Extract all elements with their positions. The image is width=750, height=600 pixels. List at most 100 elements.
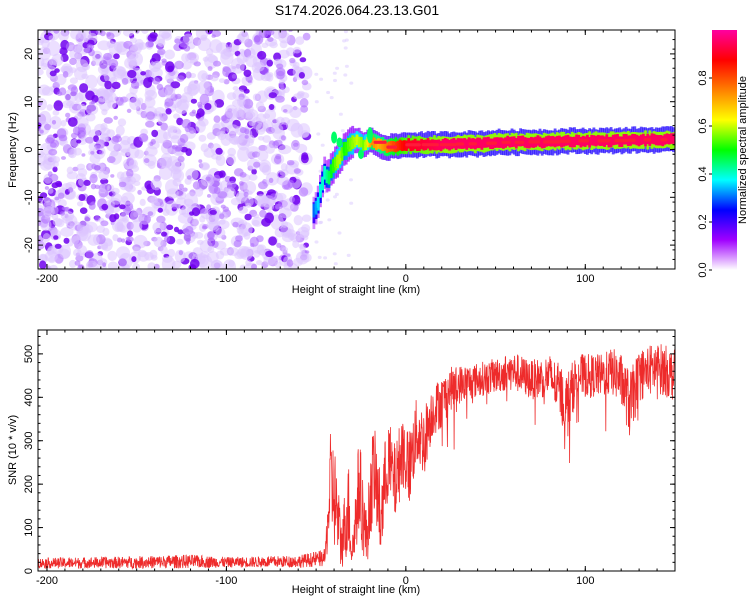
noise-blob — [280, 117, 291, 125]
noise-blob — [76, 201, 84, 207]
ridge-spike — [357, 149, 364, 160]
noise-blob — [257, 50, 267, 60]
noise-blob — [164, 235, 170, 243]
noise-blob — [54, 243, 62, 249]
noise-blob — [147, 211, 154, 217]
noise-blob — [139, 198, 146, 206]
ridge-band — [478, 141, 482, 147]
spectrogram-y-ticks: -20 -10 0 10 20 — [23, 29, 675, 270]
noise-blob — [333, 78, 337, 83]
ridge-band — [336, 158, 339, 167]
ridge-band — [359, 139, 363, 146]
ridge-band — [611, 138, 615, 145]
noise-blob — [83, 179, 91, 186]
noise-blob — [116, 171, 125, 180]
noise-blob — [177, 212, 192, 224]
noise-blob — [113, 115, 118, 120]
ridge-band — [347, 141, 350, 150]
noise-blob — [220, 49, 231, 60]
noise-blob — [226, 124, 240, 135]
noise-blob — [93, 162, 106, 174]
ridge-band — [334, 159, 337, 168]
ridge-band — [480, 141, 484, 147]
noise-blob — [104, 80, 112, 90]
noise-blob — [175, 93, 182, 100]
noise-blob — [298, 72, 305, 79]
ridge-band — [637, 138, 641, 145]
noise-blob — [72, 166, 79, 172]
noise-blob — [176, 238, 184, 245]
noise-blob — [170, 81, 181, 89]
noise-blob — [252, 219, 260, 226]
ridge-band — [510, 139, 514, 146]
noise-blob — [161, 256, 176, 269]
noise-blob — [275, 67, 286, 77]
noise-blob — [118, 181, 127, 188]
noise-blob — [245, 55, 258, 68]
noise-blob — [316, 132, 321, 136]
noise-blob — [88, 142, 97, 151]
noise-blob — [118, 252, 133, 269]
noise-blob — [46, 155, 56, 162]
noise-blob — [279, 169, 289, 177]
noise-blob — [78, 264, 83, 269]
noise-blob — [190, 98, 197, 104]
noise-blob — [280, 86, 285, 90]
ridge-peak — [501, 140, 511, 144]
noise-blob — [325, 198, 330, 202]
spec-x-tick-label: -100 — [215, 273, 237, 285]
noise-blob — [259, 162, 270, 173]
noise-blob — [301, 154, 309, 164]
noise-blob — [251, 263, 257, 269]
ridge-spike — [336, 137, 343, 148]
ridge-band — [329, 166, 333, 174]
noise-blob — [101, 108, 108, 116]
noise-blob — [319, 220, 324, 224]
noise-blob — [100, 178, 109, 185]
noise-blob — [63, 237, 70, 244]
noise-blob — [47, 188, 54, 194]
ridge-peak — [386, 145, 398, 149]
noise-blob — [114, 222, 124, 232]
noise-blob — [47, 245, 57, 258]
ridge-spike — [331, 131, 338, 144]
noise-blob — [158, 165, 173, 180]
ridge-peak — [486, 141, 498, 145]
noise-blob — [264, 72, 272, 81]
noise-blob — [183, 45, 191, 52]
noise-blob — [182, 187, 188, 192]
noise-blob — [84, 215, 90, 221]
noise-blob — [38, 199, 43, 204]
noise-blob — [196, 108, 205, 118]
noise-blob — [178, 250, 184, 256]
noise-blob — [189, 111, 196, 117]
noise-blob — [128, 159, 138, 170]
noise-blob — [53, 30, 60, 34]
noise-blob — [289, 196, 295, 203]
noise-blob — [138, 133, 149, 142]
ridge-peak — [578, 139, 590, 143]
noise-blob — [247, 80, 252, 84]
noise-blob — [145, 120, 155, 128]
noise-blob — [159, 156, 173, 169]
noise-blob — [121, 238, 126, 243]
noise-blob — [152, 111, 163, 119]
noise-blob — [107, 250, 117, 261]
noise-blob — [126, 236, 134, 243]
ridge-band — [379, 141, 383, 148]
noise-blob — [343, 46, 348, 50]
noise-blob — [81, 73, 89, 80]
noise-blob — [207, 231, 215, 239]
noise-blob — [243, 69, 252, 78]
noise-blob — [85, 260, 98, 269]
ridge-band — [327, 171, 331, 179]
noise-blob — [147, 262, 156, 269]
noise-blob — [337, 231, 342, 235]
noise-blob — [194, 231, 204, 239]
noise-blob — [54, 196, 60, 201]
noise-blob — [177, 155, 185, 163]
noise-blob — [69, 259, 77, 268]
noise-blob — [51, 120, 57, 125]
noise-blob — [186, 175, 192, 180]
